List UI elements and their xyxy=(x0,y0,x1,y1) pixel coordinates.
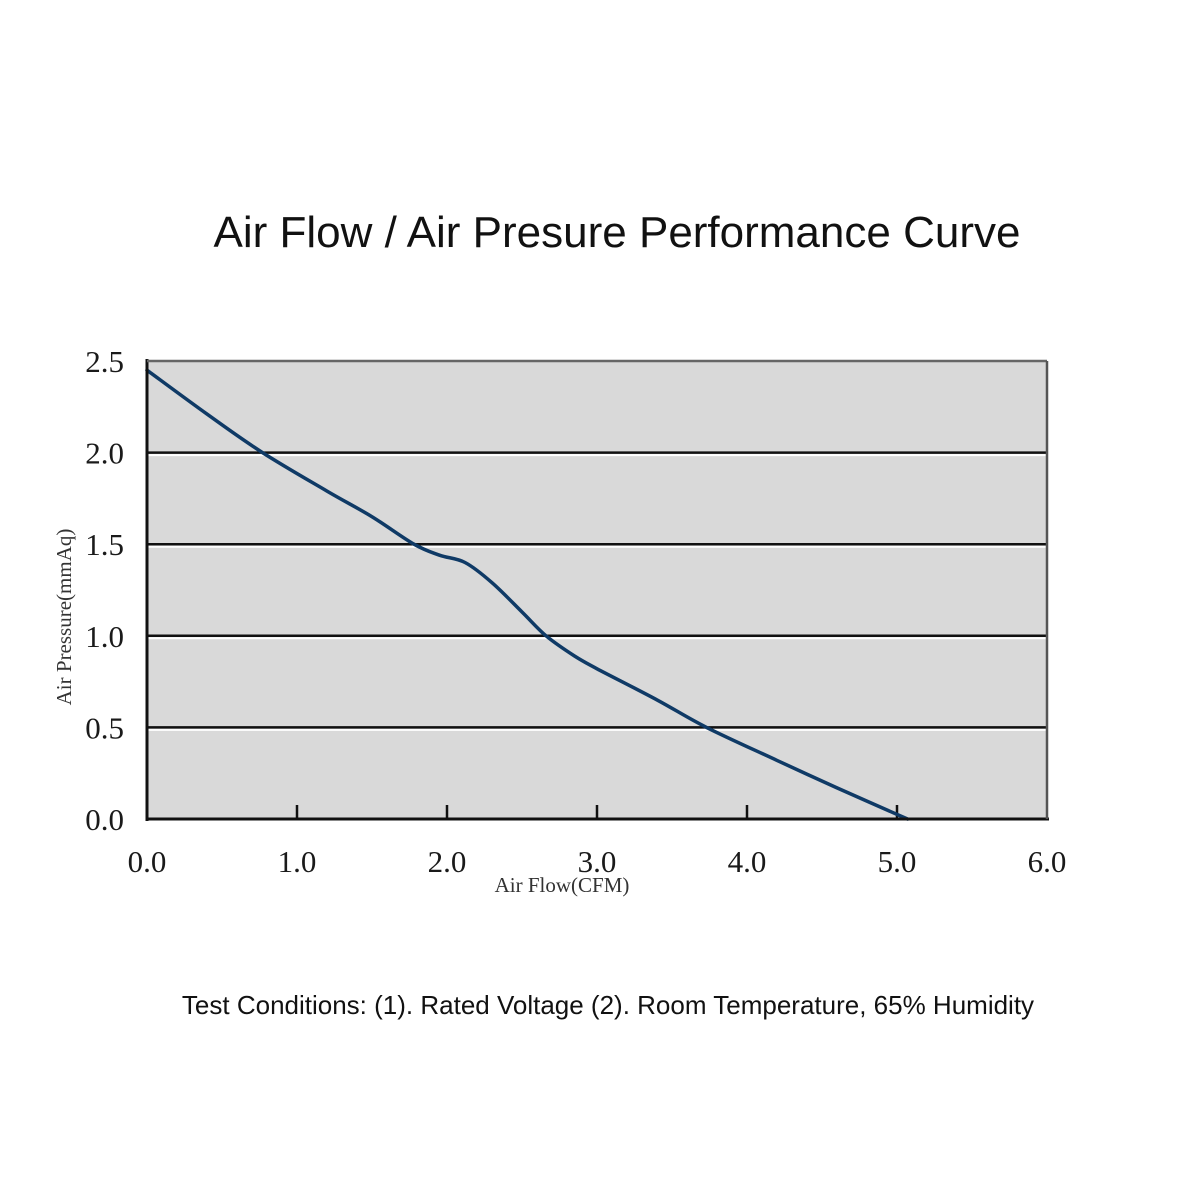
performance-curve-line xyxy=(145,368,910,821)
x-tick-label: 5.0 xyxy=(878,844,917,879)
x-axis-ticks xyxy=(295,805,899,819)
x-tick-label: 3.0 xyxy=(578,844,617,879)
x-tick-label: 6.0 xyxy=(1028,844,1067,879)
y-tick-labels: 0.0 0.5 1.0 1.5 2.0 2.5 xyxy=(85,344,124,837)
x-tick-label: 0.0 xyxy=(128,844,167,879)
grid-lines xyxy=(147,451,1047,731)
x-tick-label: 4.0 xyxy=(728,844,767,879)
y-tick-label: 0.5 xyxy=(85,710,124,745)
y-tick-label: 1.0 xyxy=(85,619,124,654)
x-axis-label: Air Flow(CFM) xyxy=(495,873,630,897)
y-tick-label: 0.0 xyxy=(85,802,124,837)
chart-title: Air Flow / Air Presure Performance Curve xyxy=(213,208,1021,257)
x-tick-label: 2.0 xyxy=(428,844,467,879)
plot-background xyxy=(147,361,1047,819)
x-tick-label: 1.0 xyxy=(278,844,317,879)
y-tick-label: 2.5 xyxy=(85,344,124,379)
y-axis-label: Air Pressure(mmAq) xyxy=(52,529,76,706)
x-tick-labels: 0.0 1.0 2.0 3.0 4.0 5.0 6.0 xyxy=(128,844,1067,879)
y-tick-label: 2.0 xyxy=(85,436,124,471)
test-conditions-note: Test Conditions: (1). Rated Voltage (2).… xyxy=(181,990,1035,1020)
y-tick-label: 1.5 xyxy=(85,527,124,562)
